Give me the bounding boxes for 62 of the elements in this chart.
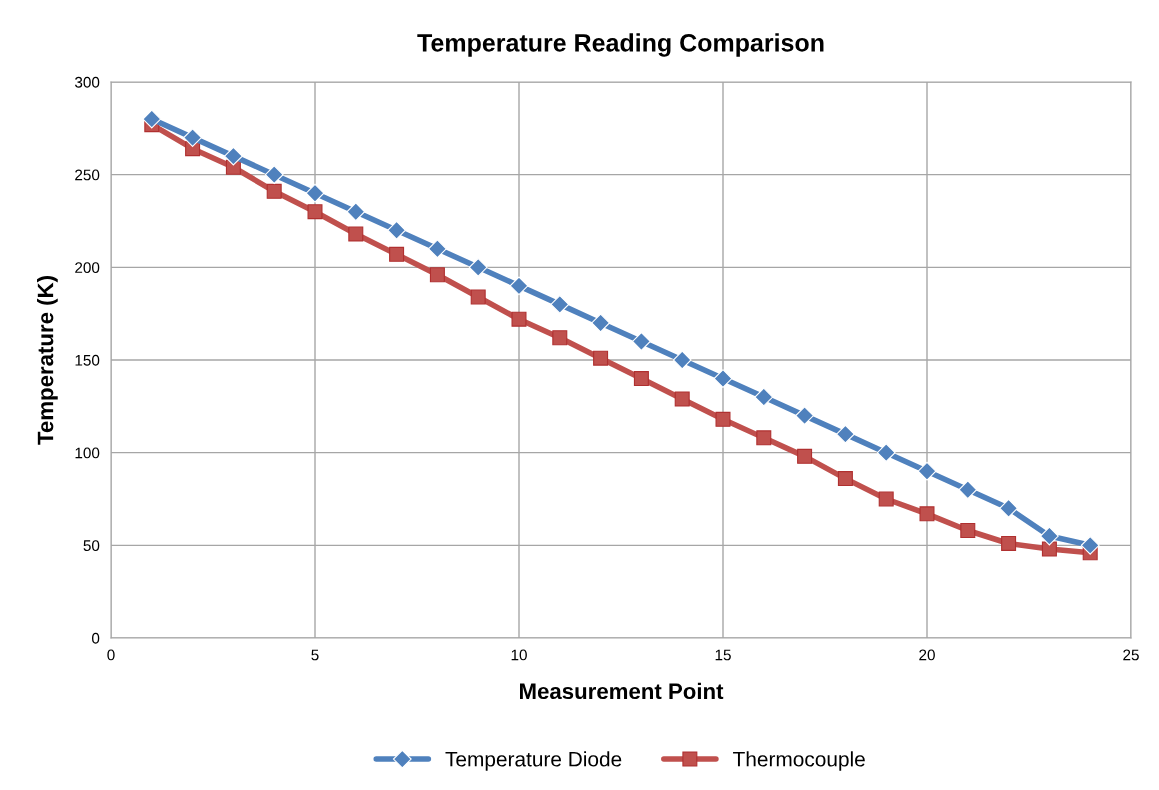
x-tick-label: 5 xyxy=(311,649,319,661)
point xyxy=(836,424,855,444)
point xyxy=(633,371,649,387)
legend-label: Temperature Diode xyxy=(445,751,622,771)
point xyxy=(224,146,243,166)
point xyxy=(142,109,162,129)
point xyxy=(428,239,447,259)
point xyxy=(307,204,323,220)
point xyxy=(1040,526,1059,546)
y-tick-label: 50 xyxy=(83,540,100,552)
point xyxy=(960,523,976,539)
point xyxy=(713,369,733,388)
x-tick-label: 20 xyxy=(919,649,935,661)
y-tick-label: 200 xyxy=(75,262,100,274)
point xyxy=(591,313,610,333)
point xyxy=(1080,535,1100,555)
y-axis-title: Temperature (K) xyxy=(37,276,58,445)
point xyxy=(389,246,405,262)
y-tick-label: 150 xyxy=(75,354,100,366)
point xyxy=(919,506,935,522)
point xyxy=(632,332,651,351)
point xyxy=(958,480,978,500)
point xyxy=(1041,541,1057,557)
point xyxy=(387,220,406,240)
point xyxy=(797,448,813,464)
point xyxy=(429,267,445,283)
point xyxy=(1001,535,1017,551)
point xyxy=(468,257,488,277)
point xyxy=(754,387,774,407)
point xyxy=(878,491,894,507)
x-axis-title: Measurement Point xyxy=(520,682,724,700)
legend-label: Thermocouple xyxy=(733,751,865,771)
point xyxy=(266,183,282,199)
point xyxy=(795,406,814,425)
point xyxy=(715,411,731,427)
point xyxy=(264,165,284,185)
y-tick-label: 100 xyxy=(75,447,100,459)
point xyxy=(876,443,896,463)
point xyxy=(470,289,486,305)
point xyxy=(511,311,527,327)
point xyxy=(999,498,1018,518)
y-tick-label: 300 xyxy=(74,76,100,88)
point xyxy=(593,350,609,366)
point xyxy=(672,350,692,370)
point xyxy=(346,202,366,222)
x-tick-label: 15 xyxy=(715,649,731,661)
point xyxy=(756,430,772,446)
point xyxy=(509,276,529,296)
chart-title: Temperature Reading Comparison xyxy=(417,33,824,57)
x-tick-label: 10 xyxy=(511,649,527,661)
point xyxy=(917,461,937,481)
x-tick-label: 0 xyxy=(107,649,115,661)
point xyxy=(183,128,202,147)
point xyxy=(552,330,568,346)
point xyxy=(674,391,690,407)
y-tick-label: 250 xyxy=(75,169,100,181)
point xyxy=(348,226,364,242)
x-tick-label: 25 xyxy=(1123,649,1139,661)
y-tick-label: 0 xyxy=(91,632,100,644)
point xyxy=(550,295,570,314)
point xyxy=(305,183,325,203)
point xyxy=(837,471,853,487)
